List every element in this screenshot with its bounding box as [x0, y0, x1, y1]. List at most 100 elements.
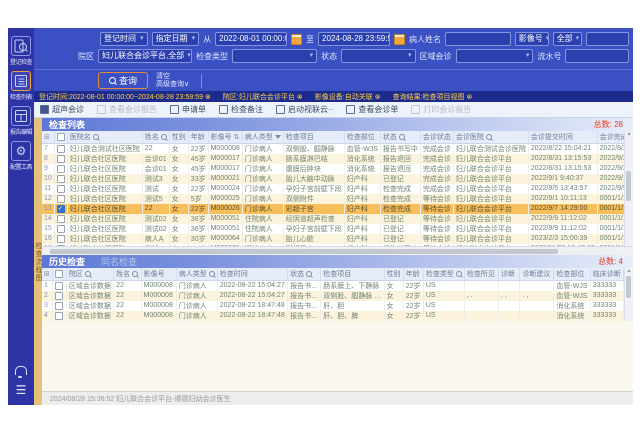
- row-checkbox[interactable]: [55, 301, 64, 310]
- select-all-checkbox[interactable]: [56, 132, 65, 141]
- notification-bell-icon[interactable]: [15, 366, 27, 378]
- row-checkbox[interactable]: [56, 154, 65, 163]
- column-header[interactable]: 检查部位: [344, 131, 381, 143]
- column-header[interactable]: 医院名: [67, 131, 143, 143]
- row-checkbox[interactable]: [56, 184, 65, 193]
- scroll-up-arrow[interactable]: ▲: [626, 131, 632, 137]
- table-row[interactable]: 13 妇儿联合社区医院22女22岁M000026门诊病人彩超子宫妇产科检查完成等待…: [42, 203, 624, 214]
- scroll-up-arrow[interactable]: ▲: [626, 268, 632, 274]
- column-header[interactable]: 年龄: [403, 268, 424, 280]
- column-header[interactable]: 检查项目: [283, 131, 345, 143]
- request-form-button[interactable]: 申请单: [170, 104, 206, 115]
- scrollbar-thumb[interactable]: [50, 248, 559, 254]
- table-row[interactable]: 2 区域会诊数据 22 M000008 门诊病人 2022-08-22 15:04:27 报…: [42, 290, 624, 301]
- filter-chip[interactable]: 查询结果:检查项目视图 ⊗: [393, 92, 473, 102]
- search-icon[interactable]: [306, 270, 313, 277]
- column-header[interactable]: 影像号 ⇅: [208, 131, 243, 143]
- clear-button[interactable]: 清空: [156, 72, 171, 80]
- sidebar-item-report-edit[interactable]: 报告编辑: [9, 106, 33, 136]
- view-consult-form-button[interactable]: 查看会诊单: [346, 104, 398, 115]
- table-row[interactable]: 16 妇儿联合社区医院 病人A 女 30岁 M000064 门诊病人 胎儿心脏 妇产科 已登记 等待…: [42, 233, 624, 244]
- status-select[interactable]: ▾: [341, 49, 416, 63]
- search-icon[interactable]: [92, 133, 99, 140]
- search-icon[interactable]: [455, 270, 462, 277]
- column-header[interactable]: 检查时间: [217, 268, 289, 280]
- table-row[interactable]: 10 妇儿联合社区医院 测试3 女 33岁 M000021 门诊病人 胎儿大脑中动脉 妇产科 已登…: [42, 173, 624, 184]
- calendar-icon[interactable]: [291, 33, 303, 45]
- column-header[interactable]: 姓名: [142, 131, 170, 143]
- select-all-checkbox-cell[interactable]: [54, 131, 68, 143]
- campus-select[interactable]: 妇儿联合会诊平台,全部 ▾: [98, 49, 193, 63]
- select-all-checkbox[interactable]: [55, 269, 64, 278]
- column-header[interactable]: 会诊医院: [453, 131, 529, 143]
- filter-chip[interactable]: 影像设备:自动关联 ⊗: [315, 92, 381, 102]
- exam-table-horizontal-scrollbar[interactable]: [42, 246, 633, 255]
- row-checkbox[interactable]: [55, 311, 64, 320]
- chip-close-icon[interactable]: ⊗: [205, 93, 211, 101]
- sidebar-item-exam-list[interactable]: 检查列表: [9, 71, 33, 101]
- table-row[interactable]: 15 妇儿联合社区医院 测试02 女 36岁 M000051 住院病人 孕妇子宫前壁下段 妇产科…: [42, 223, 624, 234]
- column-header[interactable]: 性别: [169, 131, 189, 143]
- column-header[interactable]: 影像号: [141, 268, 177, 280]
- search-icon[interactable]: [84, 270, 91, 277]
- from-date-input[interactable]: 2022-08-01 00:00:00: [215, 32, 288, 46]
- serial-no-input[interactable]: [565, 49, 629, 63]
- image-no-input[interactable]: [585, 32, 629, 46]
- view-consult-report-button[interactable]: 查看会诊报告: [97, 104, 157, 115]
- chip-close-icon[interactable]: ⊗: [296, 93, 303, 101]
- table-row[interactable]: 12 妇儿联合社区医院 测试5 女 5岁 M000025 门诊病人 双侧附件 妇产科 检查完成 等待…: [42, 193, 624, 204]
- column-header[interactable]: 会诊状态: [420, 131, 454, 143]
- column-header[interactable]: 性别: [384, 268, 404, 280]
- column-header[interactable]: 诊断: [498, 268, 521, 280]
- select-all-checkbox-cell[interactable]: [52, 268, 67, 280]
- table-row[interactable]: 9 妇儿联合社区医院 会诊01 女 45岁 M000017 门诊病人 腹膜后肿块 消化系统 报告退…: [42, 163, 624, 174]
- image-no-all-select[interactable]: 全部 ▾: [552, 32, 582, 46]
- column-header[interactable]: 诊断建议: [519, 268, 555, 280]
- search-icon[interactable]: [485, 133, 492, 140]
- calendar-icon[interactable]: [393, 33, 405, 45]
- filter-icon[interactable]: [274, 134, 281, 139]
- column-header[interactable]: 院区: [66, 268, 115, 280]
- row-checkbox[interactable]: [55, 291, 64, 300]
- table-row[interactable]: 11 妇儿联合社区医院 测试女 22岁 M000024 门诊病人 孕妇子宫前壁下段 妇产科 检查…: [42, 183, 624, 194]
- column-header[interactable]: 检查部位: [553, 268, 591, 280]
- tab-same-name-exams[interactable]: 同名检查: [101, 257, 138, 267]
- row-checkbox[interactable]: [56, 244, 65, 246]
- column-header[interactable]: 会诊提交时间: [528, 131, 598, 143]
- column-header[interactable]: 会诊完成时间: [597, 131, 624, 143]
- row-checkbox[interactable]: [56, 164, 65, 173]
- exam-note-button[interactable]: 检查备注: [219, 104, 263, 115]
- table-row[interactable]: 14 妇儿联合社区医院 测试02 女 36岁 M000051 住院病人 经阴道超声检查 妇产科已…: [42, 213, 624, 224]
- column-header[interactable]: 检查类型: [423, 268, 465, 280]
- row-checkbox[interactable]: [56, 214, 65, 223]
- advanced-query-button[interactable]: 高级查询∨: [156, 80, 190, 88]
- column-header[interactable]: 年龄: [188, 131, 209, 143]
- search-icon[interactable]: [132, 270, 139, 277]
- search-icon[interactable]: [160, 133, 167, 140]
- table-row[interactable]: 7 妇儿联合测试社区医院 22 女 22岁 M000008 门诊病人 双侧股、腘静脉 血管-WJ…: [42, 143, 624, 154]
- sidebar-item-config-tools[interactable]: ⚙ 配置工具: [9, 141, 33, 171]
- reg-time-select[interactable]: 登记时间 ▾: [100, 32, 148, 46]
- filter-chip[interactable]: 院区:妇儿联合会诊平台 ⊗: [223, 92, 303, 102]
- flowchart-side-tab[interactable]: 检查流程图: [34, 118, 42, 405]
- sort-icon[interactable]: ⇅: [233, 133, 240, 141]
- column-header[interactable]: 病人类型: [176, 268, 218, 280]
- sidebar-item-register-exam[interactable]: 登记检查: [9, 36, 33, 66]
- row-checkbox[interactable]: [56, 224, 65, 233]
- chip-close-icon[interactable]: ⊗: [374, 93, 381, 101]
- exam-table-vertical-scrollbar[interactable]: ▲: [624, 131, 633, 246]
- search-icon[interactable]: [398, 133, 405, 140]
- table-row[interactable]: 4 区域会诊数据 22 M000008 门诊病人 2022-08-22 18:47:48 报…: [42, 310, 624, 321]
- table-row[interactable]: 17 妇儿联合社区医院测试女22岁M000071门诊病人彩超子宫妇产科报告书写中等…: [42, 243, 624, 246]
- query-button[interactable]: 查询: [98, 72, 149, 89]
- column-header[interactable]: 病人类型: [242, 131, 284, 143]
- date-mode-select[interactable]: 指定日期 ▾: [151, 32, 200, 46]
- table-row[interactable]: 1 区域会诊数据 22 M000008 门诊病人 2022-08-22 15:04:27 报…: [42, 280, 624, 291]
- row-checkbox[interactable]: [56, 144, 65, 153]
- image-no-type-select[interactable]: 影像号▾: [514, 32, 549, 46]
- row-checkbox[interactable]: [55, 281, 64, 290]
- scrollbar-thumb[interactable]: [626, 276, 631, 298]
- search-icon[interactable]: [208, 270, 215, 277]
- table-row[interactable]: 3 区域会诊数据 22 M000008 门诊病人 2022-08-22 18:47:48 报…: [42, 300, 624, 311]
- region-consult-select[interactable]: ▾: [455, 49, 534, 63]
